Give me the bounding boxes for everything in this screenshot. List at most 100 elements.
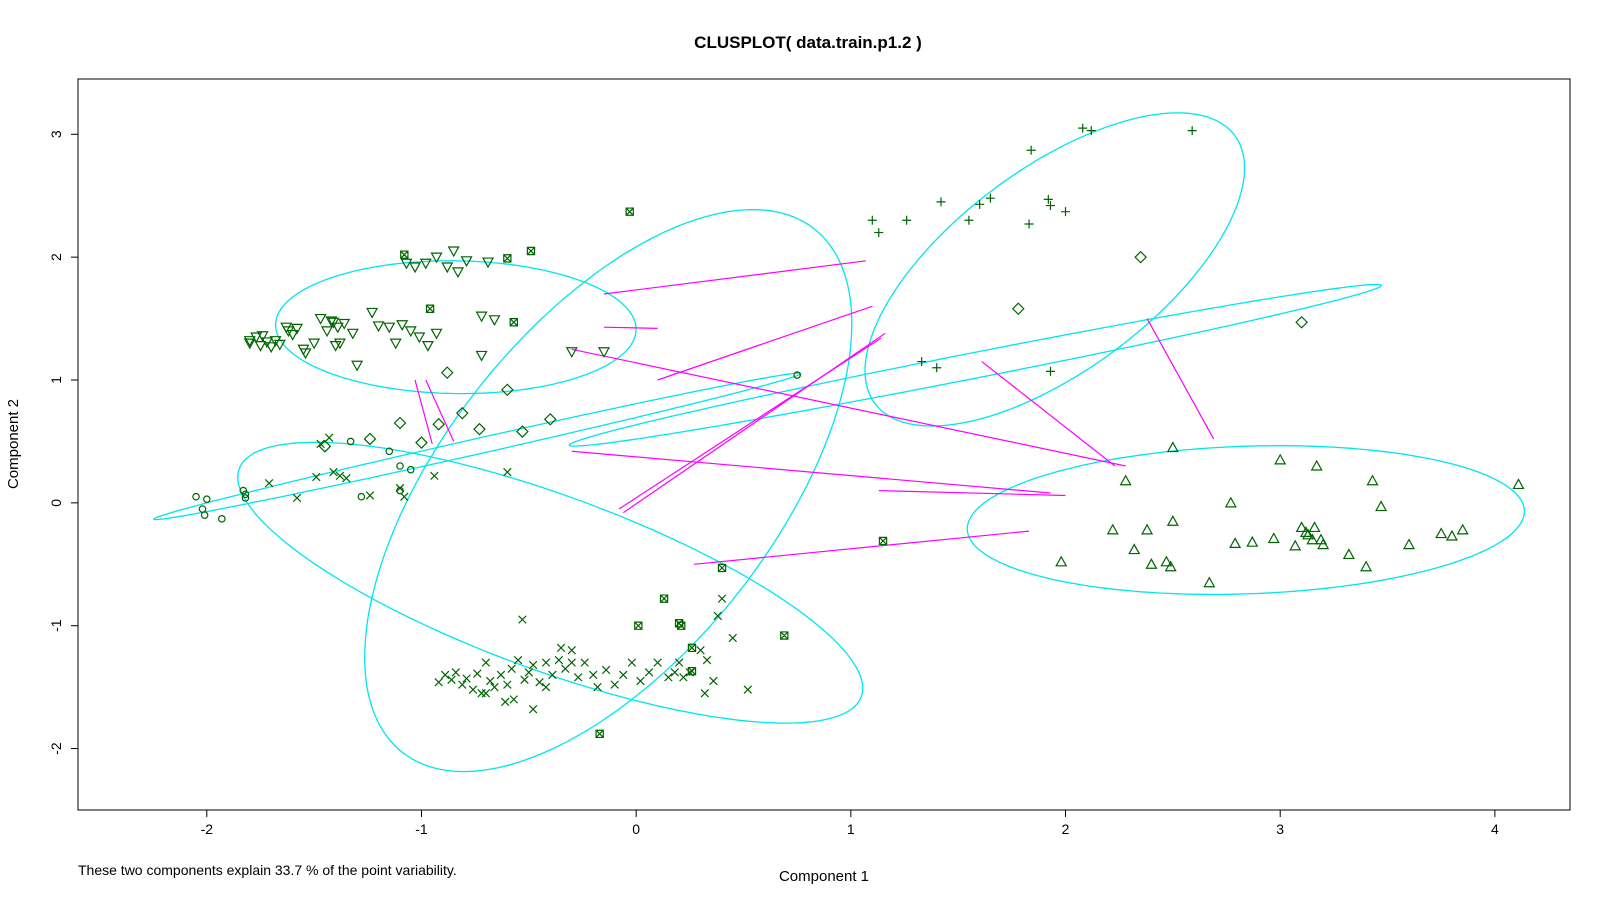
point-cross (524, 668, 534, 677)
y-axis-label: Component 2 (5, 399, 22, 489)
point-plus (1026, 145, 1036, 155)
point-diamond (363, 432, 377, 446)
point-cross (700, 689, 710, 698)
point-cross (588, 670, 598, 680)
cluster-ellipse (237, 441, 864, 724)
point-triangle-down (273, 339, 286, 351)
cluster-ellipses (152, 112, 1526, 773)
point-circle (241, 494, 250, 502)
point-triangle-down (404, 326, 417, 338)
point-triangle (1342, 548, 1355, 560)
point-cross (312, 472, 321, 482)
point-triangle (1166, 441, 1179, 453)
point-triangle-down (331, 322, 344, 334)
point-cross (434, 678, 443, 687)
point-diamond (1011, 302, 1025, 316)
point-triangle-down (243, 336, 256, 347)
distance-segment (571, 348, 1126, 467)
x-tick-label: 2 (1062, 821, 1070, 837)
point-cross (556, 643, 566, 653)
point-triangle (1229, 537, 1242, 549)
distance-segment (694, 530, 1030, 565)
point-cross (324, 433, 334, 442)
point-triangle-down (441, 262, 454, 274)
point-cross (316, 439, 325, 449)
point-triangle-down (419, 258, 432, 270)
distance-segment (981, 361, 1116, 467)
point-cross (627, 658, 637, 667)
point-triangle (1055, 555, 1068, 567)
distance-segment (414, 379, 433, 445)
x-axis-label: Component 1 (779, 868, 869, 885)
x-tick-label: 0 (632, 821, 640, 837)
y-tick-label: 3 (48, 130, 64, 138)
point-cross (509, 695, 519, 704)
point-box-x (717, 563, 727, 573)
point-triangle-down (366, 307, 379, 319)
point-box-x (677, 621, 686, 630)
point-triangle (1317, 538, 1330, 550)
point-diamond (1295, 315, 1309, 329)
point-triangle-down (280, 322, 293, 334)
point-cross (329, 467, 338, 477)
point-triangle (1512, 478, 1525, 490)
point-cross (644, 668, 654, 677)
y-tick-label: 2 (48, 253, 64, 261)
point-triangle-down (338, 318, 351, 330)
variability-footnote: These two components explain 33.7 % of t… (78, 862, 457, 878)
point-cross (473, 669, 482, 678)
point-cross (535, 678, 544, 687)
point-cross (601, 665, 611, 675)
point-diamond (1134, 250, 1147, 264)
point-circle (218, 515, 226, 523)
distance-segment (657, 305, 873, 381)
point-cross (528, 705, 538, 714)
point-plus (867, 215, 877, 225)
x-tick-label: 4 (1491, 821, 1499, 837)
point-cross (518, 615, 527, 624)
point-triangle (1456, 523, 1469, 535)
point-circle (241, 490, 250, 499)
point-diamond (455, 406, 469, 420)
cluster-ellipse (966, 445, 1526, 596)
point-triangle (1141, 523, 1154, 535)
point-triangle-down (396, 320, 409, 331)
x-tick-label: 3 (1276, 821, 1284, 837)
point-cross (713, 611, 722, 621)
point-triangle (1402, 538, 1416, 550)
point-cross (477, 689, 486, 698)
point-cross (507, 664, 516, 673)
point-triangle-down (475, 311, 488, 323)
point-cross (468, 685, 478, 694)
point-circle (357, 492, 366, 501)
point-diamond (432, 417, 446, 431)
point-circle (200, 511, 209, 519)
point-triangle (1160, 555, 1173, 567)
point-triangle-down (597, 347, 610, 358)
point-triangle-down (482, 257, 495, 269)
point-triangle-down (250, 332, 263, 344)
point-triangle (1119, 474, 1132, 486)
point-triangle-down (286, 329, 299, 341)
point-cross (636, 676, 645, 686)
point-plus (936, 197, 946, 207)
point-triangle (1203, 576, 1216, 588)
x-tick-label: 1 (847, 821, 855, 837)
point-cross (481, 658, 491, 667)
point-cross (500, 697, 510, 707)
point-triangle-down (308, 338, 321, 350)
point-triangle-down (413, 332, 426, 344)
distance-segments (414, 260, 1215, 565)
point-triangle-down (372, 321, 385, 333)
point-plus (902, 215, 912, 225)
point-cross (365, 491, 375, 500)
point-cross (342, 474, 351, 483)
point-plus (1078, 123, 1088, 133)
point-box-x (425, 304, 435, 313)
point-triangle-down (314, 313, 327, 325)
point-triangle-down (333, 338, 346, 350)
cluster-ellipse (152, 372, 802, 521)
point-triangle-down (400, 258, 413, 270)
point-cross (335, 471, 345, 481)
point-plus (985, 193, 995, 203)
